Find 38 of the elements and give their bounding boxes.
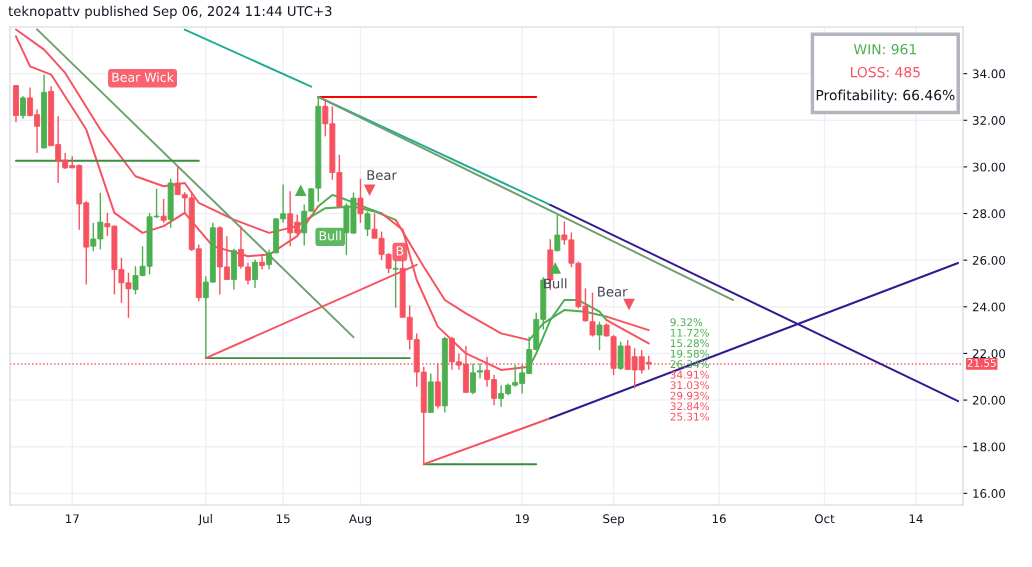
y-tick-label: 32.00 bbox=[972, 115, 1006, 125]
y-tick-label: 26.00 bbox=[972, 255, 1006, 265]
y-tick-label: 16.00 bbox=[973, 489, 1006, 498]
y-tick-label: 30.00 bbox=[972, 162, 1006, 172]
y-tick-label: 22.00 bbox=[972, 349, 1006, 359]
annotation: Bear bbox=[598, 286, 628, 297]
y-tick-label: 24.00 bbox=[972, 302, 1006, 312]
y-tick-label: 28.00 bbox=[972, 209, 1006, 219]
x-tick-label: Aug bbox=[349, 514, 371, 526]
x-tick-label: 14 bbox=[909, 514, 923, 523]
chart-title: teknopattv published Sep 06, 2024 11:44 UTC+3 bbox=[8, 5, 332, 19]
annotation: Bear Wick bbox=[112, 72, 174, 82]
x-tick-label: 16 bbox=[712, 514, 726, 524]
annotation: 9.32% bbox=[670, 318, 703, 327]
x-tick-label: Jul bbox=[198, 514, 212, 526]
annotation: Bear bbox=[367, 170, 397, 181]
x-tick-label: 17 bbox=[66, 514, 79, 523]
annotation: WIN: 961 bbox=[853, 43, 916, 55]
ref-line-label: 21.55 bbox=[967, 359, 996, 367]
annotation: 29.93% bbox=[670, 391, 709, 400]
annotation: 32.84% bbox=[670, 402, 709, 411]
x-tick-label: Oct bbox=[814, 514, 835, 524]
y-tick-label: 18.00 bbox=[973, 442, 1006, 452]
y-tick-label: 20.00 bbox=[972, 395, 1006, 405]
x-tick-label: 19 bbox=[515, 514, 529, 524]
x-tick-label: 15 bbox=[276, 514, 290, 524]
annotation: Bull bbox=[319, 230, 341, 241]
annotation: 25.31% bbox=[670, 412, 709, 421]
annotation: LOSS: 485 bbox=[850, 66, 920, 78]
annotation: 31.03% bbox=[670, 381, 709, 390]
annotation: 15.28% bbox=[670, 339, 709, 348]
annotation: 34.91% bbox=[670, 370, 709, 379]
annotation: B bbox=[396, 246, 404, 256]
annotation: Profitability: 66.46% bbox=[816, 89, 955, 104]
x-tick-label: Sep bbox=[603, 514, 625, 526]
annotation: 11.72% bbox=[670, 328, 709, 337]
y-tick-label: 34.00 bbox=[972, 69, 1006, 79]
annotation: 19.58% bbox=[670, 349, 709, 358]
